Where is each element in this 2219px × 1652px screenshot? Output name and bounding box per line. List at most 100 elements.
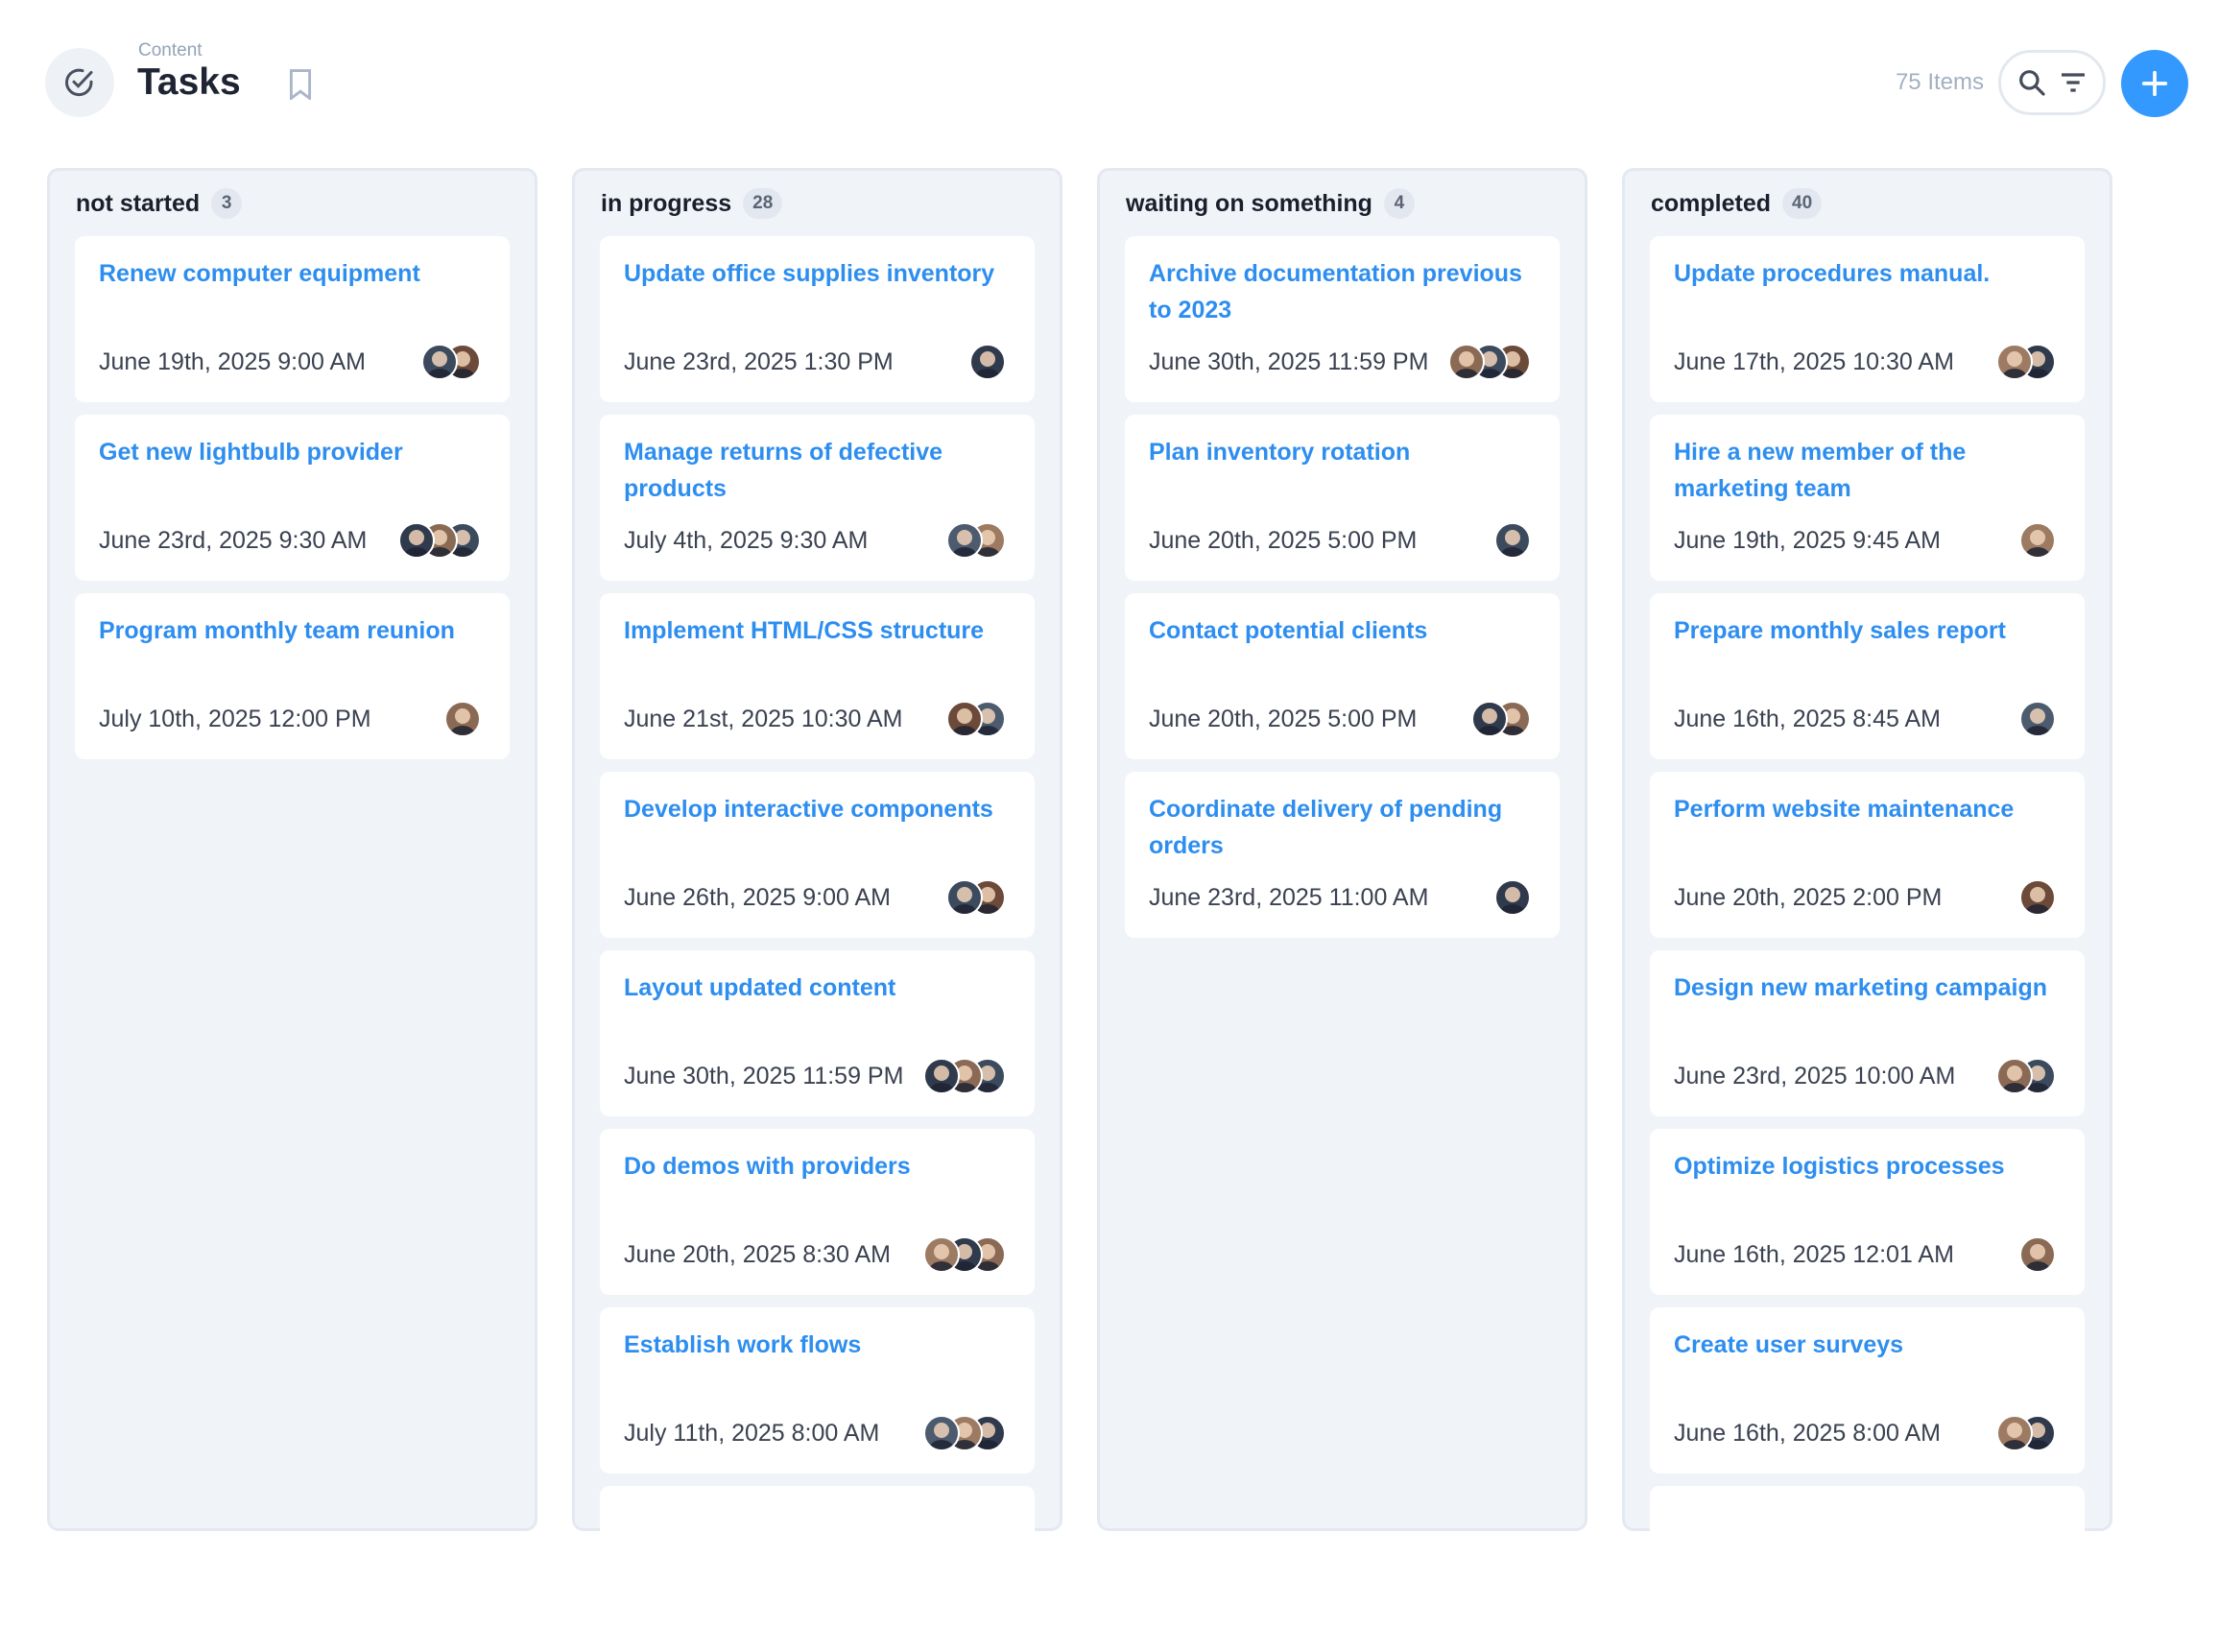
task-card[interactable]: Perform website maintenance June 20th, 20… — [1650, 772, 2085, 938]
task-card[interactable]: Plan inventory rotation June 20th, 2025 5… — [1125, 415, 1560, 581]
task-due-date: June 23rd, 2025 11:00 AM — [1149, 884, 1429, 911]
task-card[interactable]: Archive documentation previous to 2023 Ju… — [1125, 236, 1560, 402]
task-card[interactable] — [600, 1486, 1035, 1652]
task-title[interactable]: Design new marketing campaign — [1674, 974, 2047, 1001]
task-title[interactable]: Establish work flows — [624, 1331, 862, 1358]
task-title[interactable]: Implement HTML/CSS structure — [624, 617, 985, 644]
avatar — [969, 344, 1006, 380]
task-card[interactable]: Coordinate delivery of pending orders Jun… — [1125, 772, 1560, 938]
avatar — [2019, 879, 2056, 916]
column-count-badge: 28 — [743, 188, 783, 219]
task-title[interactable]: Prepare monthly sales report — [1674, 617, 2006, 644]
avatar — [923, 1058, 960, 1094]
task-due-date: June 20th, 2025 8:30 AM — [624, 1241, 891, 1268]
task-due-date: June 19th, 2025 9:45 AM — [1674, 527, 1941, 554]
task-due-date: June 21st, 2025 10:30 AM — [624, 706, 903, 732]
task-card[interactable]: Optimize logistics processes June 16th, 2… — [1650, 1129, 2085, 1295]
avatar — [2019, 1236, 2056, 1273]
avatar — [2019, 701, 2056, 737]
task-title[interactable]: Get new lightbulb provider — [99, 439, 403, 466]
search-button[interactable] — [2016, 67, 2047, 98]
column-title: not started — [76, 189, 201, 217]
task-title[interactable]: Develop interactive components — [624, 796, 993, 823]
task-card[interactable]: Establish work flows July 11th, 2025 8:00… — [600, 1307, 1035, 1473]
task-due-date: July 10th, 2025 12:00 PM — [99, 706, 371, 732]
column-count-badge: 3 — [211, 188, 243, 219]
task-card[interactable]: Prepare monthly sales report June 16th, 2… — [1650, 593, 2085, 759]
add-task-button[interactable] — [2121, 50, 2188, 117]
assignee-avatars — [946, 879, 1006, 916]
task-due-date: June 17th, 2025 10:30 AM — [1674, 348, 1954, 375]
avatar — [444, 701, 481, 737]
avatar — [2019, 522, 2056, 559]
assignee-avatars — [444, 701, 481, 737]
assignee-avatars — [923, 1236, 1006, 1273]
task-title[interactable]: Contact potential clients — [1149, 617, 1428, 644]
assignee-avatars — [1996, 1058, 2056, 1094]
breadcrumb[interactable]: Content — [138, 40, 203, 60]
column-completed: completed 40 Update procedures manual. June… — [1622, 168, 2112, 1652]
task-due-date: June 20th, 2025 2:00 PM — [1674, 884, 1943, 911]
assignee-avatars — [1448, 344, 1531, 380]
column-in-progress: in progress 28 Update office supplies inve… — [572, 168, 1062, 1652]
task-card[interactable]: Hire a new member of the marketing team J… — [1650, 415, 2085, 581]
avatar — [1996, 1058, 2033, 1094]
assignee-avatars — [946, 522, 1006, 559]
filter-icon — [2061, 73, 2085, 92]
task-title[interactable]: Do demos with providers — [624, 1153, 911, 1180]
task-due-date: June 16th, 2025 8:00 AM — [1674, 1420, 1941, 1447]
column-title: completed — [1651, 189, 1772, 217]
task-card[interactable]: Manage returns of defective products July… — [600, 415, 1035, 581]
task-card[interactable]: Get new lightbulb provider June 23rd, 202… — [75, 415, 510, 581]
task-title[interactable]: Renew computer equipment — [99, 260, 420, 287]
task-title[interactable]: Archive documentation previous to 2023 — [1149, 260, 1522, 323]
assignee-avatars — [946, 701, 1006, 737]
task-due-date: June 16th, 2025 12:01 AM — [1674, 1241, 1954, 1268]
avatar — [1494, 879, 1531, 916]
avatar — [1471, 701, 1508, 737]
assignee-avatars — [2019, 701, 2056, 737]
task-card[interactable]: Develop interactive components June 26th,… — [600, 772, 1035, 938]
task-due-date: June 26th, 2025 9:00 AM — [624, 884, 891, 911]
task-card[interactable]: Create user surveys June 16th, 2025 8:00 … — [1650, 1307, 2085, 1473]
filter-button[interactable] — [2058, 67, 2088, 98]
task-title[interactable]: Optimize logistics processes — [1674, 1153, 2005, 1180]
bookmark-icon — [289, 69, 312, 102]
avatar — [398, 522, 435, 559]
task-title[interactable]: Plan inventory rotation — [1149, 439, 1411, 466]
task-card[interactable]: Contact potential clients June 20th, 2025… — [1125, 593, 1560, 759]
column-header: waiting on something 4 — [1125, 171, 1560, 236]
task-title[interactable]: Program monthly team reunion — [99, 617, 455, 644]
task-title[interactable]: Update procedures manual. — [1674, 260, 1991, 287]
task-card[interactable]: Update procedures manual. June 17th, 2025… — [1650, 236, 2085, 402]
task-due-date: July 11th, 2025 8:00 AM — [624, 1420, 880, 1447]
task-card[interactable] — [1650, 1486, 2085, 1652]
avatar — [1996, 1415, 2033, 1451]
assignee-avatars — [2019, 1236, 2056, 1273]
task-title[interactable]: Create user surveys — [1674, 1331, 1904, 1358]
task-title[interactable]: Update office supplies inventory — [624, 260, 995, 287]
bookmark-button[interactable] — [288, 69, 313, 105]
avatar — [1494, 522, 1531, 559]
task-due-date: June 20th, 2025 5:00 PM — [1149, 706, 1418, 732]
task-card[interactable]: Renew computer equipment June 19th, 2025 … — [75, 236, 510, 402]
task-card[interactable]: Program monthly team reunion July 10th, 2… — [75, 593, 510, 759]
page-title: Tasks — [137, 61, 241, 103]
task-title[interactable]: Perform website maintenance — [1674, 796, 2015, 823]
task-card[interactable]: Do demos with providers June 20th, 2025 8… — [600, 1129, 1035, 1295]
task-card[interactable]: Layout updated content June 30th, 2025 11… — [600, 950, 1035, 1116]
avatar — [946, 522, 983, 559]
assignee-avatars — [923, 1058, 1006, 1094]
task-due-date: July 4th, 2025 9:30 AM — [624, 527, 869, 554]
task-title[interactable]: Layout updated content — [624, 974, 896, 1001]
task-card[interactable]: Design new marketing campaign June 23rd, … — [1650, 950, 2085, 1116]
task-due-date: June 16th, 2025 8:45 AM — [1674, 706, 1941, 732]
task-title[interactable]: Manage returns of defective products — [624, 439, 943, 502]
tasks-app-icon — [45, 48, 114, 117]
column-header: completed 40 — [1650, 171, 2085, 236]
task-title[interactable]: Hire a new member of the marketing team — [1674, 439, 1967, 502]
task-card[interactable]: Update office supplies inventory June 23r… — [600, 236, 1035, 402]
task-card[interactable]: Implement HTML/CSS structure June 21st, 2… — [600, 593, 1035, 759]
task-due-date: June 23rd, 2025 10:00 AM — [1674, 1063, 1956, 1089]
task-title[interactable]: Coordinate delivery of pending orders — [1149, 796, 1503, 859]
